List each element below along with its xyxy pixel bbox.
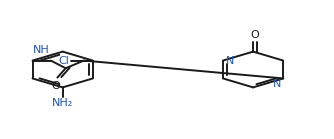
- Text: N: N: [226, 56, 235, 66]
- Text: O: O: [51, 81, 60, 91]
- Text: O: O: [251, 30, 260, 40]
- Text: N: N: [273, 79, 282, 89]
- Text: Cl: Cl: [59, 56, 69, 66]
- Text: NH: NH: [33, 45, 50, 55]
- Text: NH₂: NH₂: [52, 98, 73, 108]
